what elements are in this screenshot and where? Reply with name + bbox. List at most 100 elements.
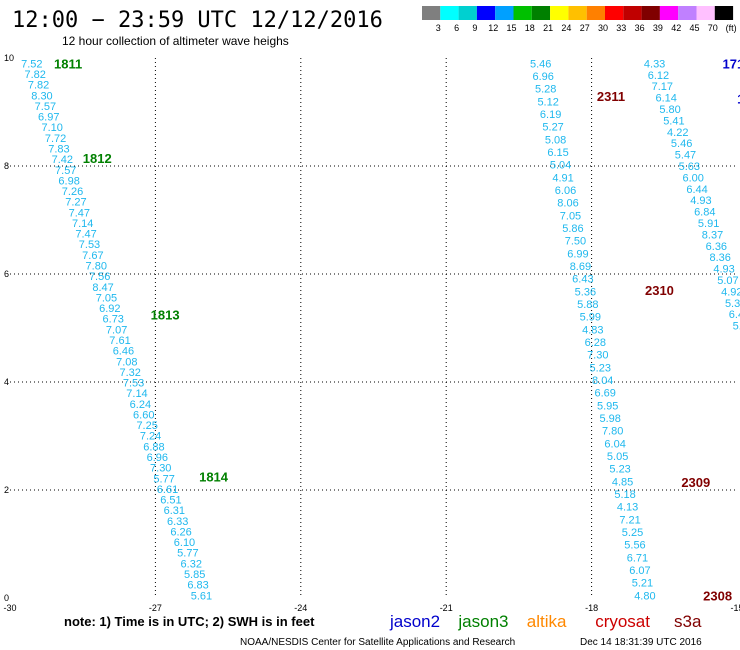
swh-value: 7.10: [41, 122, 62, 134]
swh-value: 6.61: [157, 484, 178, 496]
scale-swatch: [659, 6, 679, 20]
swh-value: 7.53: [123, 378, 144, 390]
scale-swatch: [605, 6, 624, 20]
swh-value: 7.82: [24, 69, 45, 81]
scale-label: 30: [598, 23, 608, 33]
swh-value: 7.30: [587, 350, 608, 362]
swh-value: 6.36: [706, 241, 727, 253]
scale-swatch: [458, 6, 477, 20]
swh-value: 6.46: [113, 346, 134, 358]
swh-value: 6.88: [143, 441, 164, 453]
satellite-jason2: jason2: [389, 612, 440, 631]
swh-value: 4.33: [644, 58, 665, 70]
swh-value: 5.27: [542, 122, 563, 134]
footer-note: note: 1) Time is in UTC; 2) SWH is in fe…: [64, 614, 315, 629]
swh-value: 5.21: [632, 578, 653, 590]
swh-value: 5.85: [184, 569, 205, 581]
x-tick-label: -15: [730, 603, 740, 613]
footer-timestamp: Dec 14 18:31:39 UTC 2016: [580, 637, 702, 648]
scale-label: 27: [580, 23, 590, 33]
swh-value: 7.05: [560, 210, 581, 222]
swh-value: 6.44: [686, 184, 707, 196]
swh-value: 8.30: [31, 90, 52, 102]
swh-value: 7.80: [602, 426, 623, 438]
swh-value: 7.32: [119, 367, 140, 379]
swh-value: 5.23: [590, 362, 611, 374]
swh-value: 6.28: [585, 337, 606, 349]
swh-value: 4.83: [582, 324, 603, 336]
swh-value: 6.97: [38, 112, 59, 124]
scale-label: 15: [506, 23, 516, 33]
swh-value: 5.36: [575, 286, 596, 298]
color-scale-legend: 3 6 9 12 15 18 21 24 27 30 33 36 39 42 45 70 (ft): [422, 6, 737, 33]
swh-value: 5.95: [597, 400, 618, 412]
time-label: 1813: [151, 308, 180, 323]
satellite-s3a: s3a: [674, 612, 702, 631]
swh-value: 6.10: [174, 537, 195, 549]
x-tick-label: -18: [585, 603, 598, 613]
scale-label: 24: [561, 23, 571, 33]
time-label: 2311: [597, 89, 625, 104]
time-label: 2308: [703, 588, 732, 603]
swh-value: 6.92: [99, 303, 120, 315]
swh-value: 4.92: [721, 286, 740, 298]
swh-value: 6.51: [160, 495, 181, 507]
scale-swatch: [550, 6, 569, 20]
y-tick-label: 4: [4, 377, 9, 387]
swh-value: 5.18: [614, 489, 635, 501]
scale-swatch: [422, 6, 441, 20]
swh-value: 7.24: [140, 431, 161, 443]
scale-swatch: [586, 6, 605, 20]
swh-value: 8.36: [710, 252, 731, 264]
swh-value: 7.52: [21, 58, 42, 70]
scale-swatch: [531, 6, 551, 20]
x-tick-label: -24: [294, 603, 307, 613]
scale-label: 39: [653, 23, 663, 33]
swh-value: 8.47: [92, 282, 113, 294]
scale-swatch: [714, 6, 734, 20]
swh-value: 6.26: [170, 526, 191, 538]
swh-value: 6.99: [567, 248, 588, 260]
satellite-cryosat: cryosat: [595, 612, 650, 631]
swh-value: 6.06: [555, 185, 576, 197]
scale-swatch: [495, 6, 514, 20]
swh-value: 6.32: [181, 558, 202, 570]
swh-value: 6.33: [167, 516, 188, 528]
swh-value: 6.84: [694, 207, 715, 219]
swh-value: 4.22: [667, 127, 688, 139]
y-tick-label: 0: [4, 593, 9, 603]
swh-value: 7.14: [126, 388, 147, 400]
swh-value: 6.00: [682, 172, 703, 184]
scale-label: 9: [472, 23, 477, 33]
x-tick-label: -21: [440, 603, 453, 613]
swh-value: 7.61: [109, 335, 130, 347]
swh-value: 5.77: [153, 473, 174, 485]
y-tick-label: 10: [4, 53, 14, 63]
x-tick-label: -27: [149, 603, 162, 613]
swh-value: 7.57: [35, 101, 56, 113]
swh-value: 6.31: [164, 505, 185, 517]
scale-label: 12: [488, 23, 498, 33]
swh-value: 4.85: [612, 476, 633, 488]
chart-title: 12:00 − 23:59 UTC 12/12/2016: [12, 8, 383, 33]
swh-value: 6.15: [547, 147, 568, 159]
y-tick-label: 6: [4, 269, 9, 279]
time-label: 1719: [737, 92, 740, 107]
swh-value: 6.12: [648, 70, 669, 82]
swh-value: 7.25: [136, 420, 157, 432]
swh-value: 8.04: [592, 375, 613, 387]
swh-value: 5.86: [562, 223, 583, 235]
swh-value: 6.19: [540, 109, 561, 121]
swh-value: 7.07: [106, 324, 127, 336]
swh-value: 4.13: [617, 502, 638, 514]
swh-value: 7.56: [89, 271, 110, 283]
swh-value: 8.37: [702, 229, 723, 241]
footer-credit: NOAA/NESDIS Center for Satellite Applica…: [240, 637, 515, 648]
satellite-jason3: jason3: [457, 612, 508, 631]
swh-value: 7.05: [96, 292, 117, 304]
swh-value: 7.67: [82, 250, 103, 262]
swh-value: 6.14: [655, 93, 676, 105]
y-tick-label: 2: [4, 485, 9, 495]
x-tick-label: -30: [3, 603, 16, 613]
